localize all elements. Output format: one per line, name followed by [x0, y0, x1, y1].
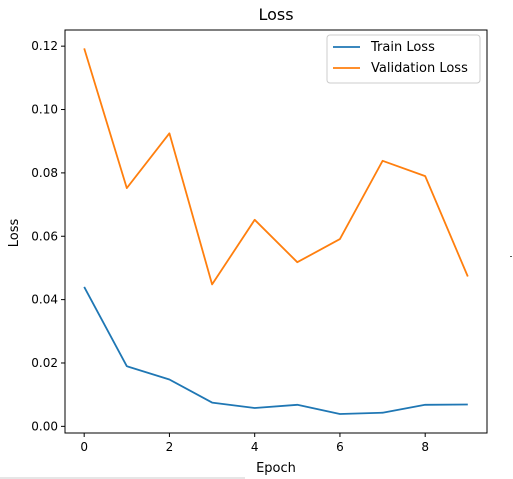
- plot-area: 0 2 4 6 8 0.00 0.02 0.04 0.06 0.08 0.10 0.12 Train L…: [31, 29, 488, 454]
- y-tick-label: 0.00: [31, 419, 58, 433]
- x-tick-label: 0: [80, 440, 88, 454]
- train-loss-line: [83, 286, 468, 415]
- axes-frame: [64, 29, 488, 434]
- bottom-edge-strip: [0, 477, 245, 479]
- y-tick-label: 0.04: [31, 293, 58, 307]
- legend-box: [326, 34, 481, 84]
- validation-loss-line: [83, 48, 469, 286]
- y-tick-label: 0.02: [31, 356, 58, 370]
- x-tick-label: 4: [251, 440, 259, 454]
- chart-title: Loss: [258, 5, 293, 24]
- x-tick-label: 2: [166, 440, 174, 454]
- legend-label-validation-loss: Validation Loss: [371, 61, 468, 76]
- x-tick-label: 8: [421, 440, 429, 454]
- y-axis-label: Loss: [7, 219, 22, 248]
- x-axis-label: Epoch: [256, 461, 296, 476]
- y-tick-label: 0.12: [31, 39, 58, 53]
- legend-label-train-loss: Train Loss: [370, 40, 435, 55]
- y-tick-label: 0.06: [31, 229, 58, 243]
- edge-mark: [510, 256, 512, 257]
- x-tick-label: 6: [336, 440, 344, 454]
- y-tick-label: 0.10: [31, 103, 58, 117]
- y-tick-label: 0.08: [31, 166, 58, 180]
